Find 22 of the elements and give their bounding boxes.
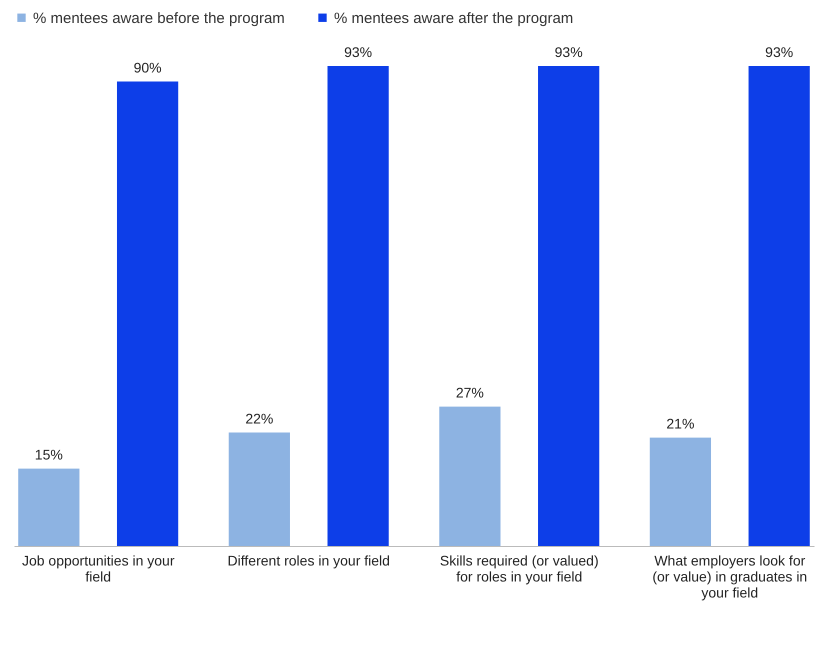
bar bbox=[748, 66, 810, 546]
bar bbox=[116, 81, 178, 546]
bar bbox=[650, 438, 712, 546]
bar bbox=[538, 66, 600, 546]
legend-label: % mentees aware before the program bbox=[33, 10, 285, 27]
data-label: 27% bbox=[456, 384, 484, 401]
x-tick-label: Job opportunities in your field bbox=[22, 552, 175, 584]
bar bbox=[18, 468, 80, 546]
x-tick-label: Different roles in your field bbox=[228, 552, 390, 568]
x-tick-label: Skills required (or valued) for roles in your field bbox=[440, 552, 599, 584]
data-label: 22% bbox=[245, 410, 274, 426]
bar bbox=[228, 432, 290, 546]
bar bbox=[439, 406, 500, 546]
data-label: 93% bbox=[344, 44, 372, 60]
data-label: 21% bbox=[666, 416, 694, 432]
legend-label: % mentees aware after the program bbox=[334, 10, 574, 27]
data-label: 93% bbox=[554, 44, 583, 60]
data-label: 15% bbox=[34, 446, 63, 463]
data-label: 93% bbox=[765, 44, 794, 60]
bar bbox=[328, 66, 389, 546]
x-tick-label: What employers look for (or value) in graduates in your field bbox=[652, 552, 808, 600]
data-label: 90% bbox=[134, 59, 162, 76]
